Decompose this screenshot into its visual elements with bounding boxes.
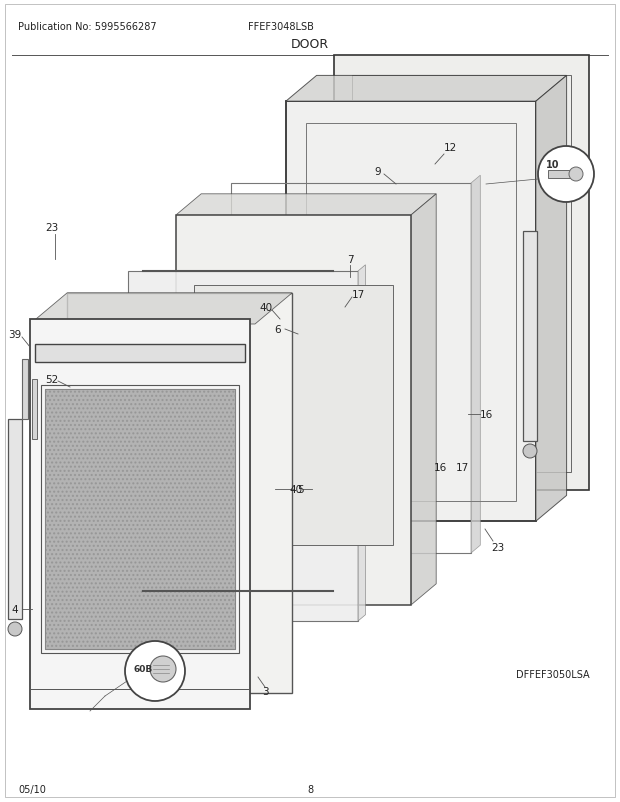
Polygon shape <box>471 176 480 553</box>
Text: 40: 40 <box>290 484 303 494</box>
Text: 16: 16 <box>433 463 446 472</box>
Polygon shape <box>8 419 22 619</box>
Text: 40: 40 <box>259 302 273 313</box>
Polygon shape <box>35 345 245 363</box>
Text: 16: 16 <box>479 410 493 419</box>
Polygon shape <box>334 56 589 490</box>
Circle shape <box>569 168 583 182</box>
Polygon shape <box>32 379 37 439</box>
Text: 4: 4 <box>12 604 19 614</box>
Polygon shape <box>286 76 567 103</box>
Polygon shape <box>286 103 536 522</box>
Polygon shape <box>45 390 235 649</box>
Circle shape <box>125 642 185 701</box>
Text: 60B: 60B <box>133 665 153 674</box>
Text: 7: 7 <box>347 255 353 265</box>
Text: FFEF3048LSB: FFEF3048LSB <box>248 22 314 32</box>
Polygon shape <box>195 286 394 545</box>
Text: 39: 39 <box>9 330 22 339</box>
Polygon shape <box>177 195 436 215</box>
Text: Publication No: 5995566287: Publication No: 5995566287 <box>18 22 157 32</box>
Polygon shape <box>412 195 436 605</box>
Polygon shape <box>523 232 537 441</box>
Text: 17: 17 <box>352 290 365 300</box>
Text: 6: 6 <box>275 325 281 334</box>
Text: 5: 5 <box>297 484 303 494</box>
Text: DOOR: DOOR <box>291 38 329 51</box>
Polygon shape <box>536 76 567 522</box>
Circle shape <box>523 444 537 459</box>
Polygon shape <box>67 294 292 693</box>
Polygon shape <box>128 272 358 622</box>
Text: 17: 17 <box>455 463 469 472</box>
Polygon shape <box>45 390 235 649</box>
Text: DFFEF3050LSA: DFFEF3050LSA <box>516 669 590 679</box>
Polygon shape <box>177 215 412 605</box>
Text: 05/10: 05/10 <box>18 784 46 794</box>
Text: 8: 8 <box>307 784 313 794</box>
Circle shape <box>150 656 176 683</box>
Polygon shape <box>548 171 576 179</box>
Polygon shape <box>22 359 28 419</box>
Text: 10: 10 <box>546 160 559 170</box>
Text: 3: 3 <box>262 687 268 696</box>
Polygon shape <box>30 320 250 709</box>
Text: 23: 23 <box>492 542 505 553</box>
Polygon shape <box>30 294 292 325</box>
Text: 12: 12 <box>443 143 456 153</box>
Circle shape <box>538 147 594 203</box>
Text: 52: 52 <box>45 375 59 384</box>
Text: 9: 9 <box>374 167 381 176</box>
Text: 23: 23 <box>45 223 59 233</box>
Circle shape <box>8 622 22 636</box>
Polygon shape <box>358 265 365 622</box>
